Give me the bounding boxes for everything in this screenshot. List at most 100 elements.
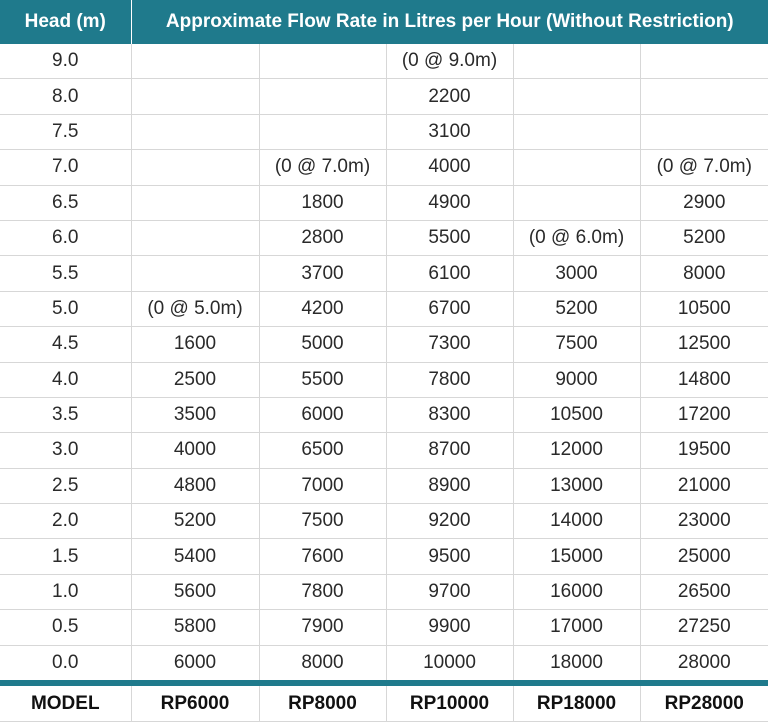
head-cell: 6.5 xyxy=(0,185,132,221)
flow-rate-cell: 12500 xyxy=(640,326,769,363)
flow-rate-cell: 26500 xyxy=(640,574,769,611)
table-row: 4.0 2500 5500 7800 9000 14800 xyxy=(0,362,769,398)
flow-rate-cell: 5800 xyxy=(131,609,260,646)
flow-rate-cell: 9500 xyxy=(386,538,514,575)
flow-rate-cell: (0 @ 7.0m) xyxy=(259,149,387,186)
flow-rate-cell: 16000 xyxy=(513,574,641,611)
flow-rate-cell: 6000 xyxy=(259,397,387,434)
flow-rate-cell xyxy=(131,114,260,151)
flow-rate-cell: 7800 xyxy=(386,362,514,398)
model-row: MODEL RP6000 RP8000 RP10000 RP18000 RP28… xyxy=(0,686,768,722)
flow-rate-cell xyxy=(259,44,387,80)
flow-rate-cell: 5400 xyxy=(131,538,260,575)
table-header-row: Head (m) Approximate Flow Rate in Litres… xyxy=(0,0,769,44)
table-row: 7.5 3100 xyxy=(0,114,769,151)
head-cell: 1.0 xyxy=(0,574,132,611)
table-row: 0.0 6000 8000 10000 18000 28000 xyxy=(0,645,768,681)
flow-rate-cell: 4000 xyxy=(386,149,514,186)
flow-rate-cell: 9900 xyxy=(386,609,514,646)
flow-rate-cell: 14000 xyxy=(513,503,641,540)
flow-rate-cell: 6500 xyxy=(259,432,387,469)
flow-rate-cell: 5200 xyxy=(640,220,769,257)
flow-rate-cell: 23000 xyxy=(640,503,769,540)
flow-rate-cell xyxy=(259,78,387,115)
table-row: 3.0 4000 6500 8700 12000 19500 xyxy=(0,432,769,469)
head-cell: 2.5 xyxy=(0,468,132,505)
head-cell: 2.0 xyxy=(0,503,132,540)
flow-rate-cell xyxy=(131,255,260,292)
table-row: 8.0 2200 xyxy=(0,78,769,115)
head-cell: 5.0 xyxy=(0,291,132,328)
flow-rate-cell: 8000 xyxy=(640,255,769,292)
model-name: RP18000 xyxy=(513,686,641,722)
table-row: 0.5 5800 7900 9900 17000 27250 xyxy=(0,609,769,646)
model-footer: MODEL RP6000 RP8000 RP10000 RP18000 RP28… xyxy=(0,680,768,722)
model-label: MODEL xyxy=(0,686,132,722)
flow-rate-cell xyxy=(513,149,641,186)
flow-rate-cell: 5200 xyxy=(131,503,260,540)
table-row: 3.5 3500 6000 8300 10500 17200 xyxy=(0,397,769,434)
head-cell: 5.5 xyxy=(0,255,132,292)
table-row: 6.5 1800 4900 2900 xyxy=(0,185,769,221)
flow-rate-cell: (0 @ 9.0m) xyxy=(386,44,514,80)
flow-rate-cell: 4000 xyxy=(131,432,260,469)
flow-rate-cell: 2900 xyxy=(640,185,769,221)
head-cell: 0.5 xyxy=(0,609,132,646)
flow-rate-cell xyxy=(131,44,260,80)
flow-rate-cell: 9200 xyxy=(386,503,514,540)
flow-rate-cell xyxy=(640,44,769,80)
flow-rate-cell: (0 @ 5.0m) xyxy=(131,291,260,328)
flow-rate-cell: 19500 xyxy=(640,432,769,469)
head-cell: 8.0 xyxy=(0,78,132,115)
flow-rate-cell: 18000 xyxy=(513,645,641,681)
flow-rate-cell: 28000 xyxy=(677,651,731,673)
flow-rate-cell xyxy=(513,185,641,221)
flow-rate-cell: 8700 xyxy=(386,432,514,469)
flow-rate-cell xyxy=(640,78,769,115)
flow-rate-cell: 3700 xyxy=(259,255,387,292)
model-name: RP8000 xyxy=(259,686,387,722)
table-row: 1.0 5600 7800 9700 16000 26500 xyxy=(0,574,769,611)
flow-rate-cell: 12000 xyxy=(513,432,641,469)
flow-rate-cell: 5500 xyxy=(259,362,387,398)
flow-rate-cell: 1600 xyxy=(131,326,260,363)
head-cell: 6.0 xyxy=(0,220,132,257)
head-cell: 7.5 xyxy=(0,114,132,151)
flow-rate-cell xyxy=(131,78,260,115)
head-cell: 7.0 xyxy=(0,149,132,186)
flow-rate-cell: 9700 xyxy=(386,574,514,611)
flow-rate-cell: 2800 xyxy=(259,220,387,257)
flow-rate-cell xyxy=(513,44,641,80)
model-name: RP10000 xyxy=(386,686,514,722)
flow-rate-cell: (0 @ 7.0m) xyxy=(640,149,769,186)
flow-rate-cell: 21000 xyxy=(640,468,769,505)
flow-rate-cell: 17200 xyxy=(640,397,769,434)
flow-rate-cell: 3100 xyxy=(386,114,514,151)
flow-rate-cell xyxy=(513,114,641,151)
table-body: 9.0 (0 @ 9.0m) 8.0 2200 7.5 3100 7.0 (0 @ 7.0m)… xyxy=(0,44,769,681)
flow-rate-cell: 1800 xyxy=(259,185,387,221)
table-row: 5.0 (0 @ 5.0m) 4200 6700 5200 10500 xyxy=(0,291,769,328)
flow-rate-cell: 4900 xyxy=(386,185,514,221)
flow-rate-cell: 3500 xyxy=(131,397,260,434)
flow-rate-cell xyxy=(513,78,641,115)
flow-rate-cell: 3000 xyxy=(513,255,641,292)
flow-rate-cell: 7500 xyxy=(259,503,387,540)
table-row: 2.5 4800 7000 8900 13000 21000 xyxy=(0,468,769,505)
head-cell: 4.5 xyxy=(0,326,132,363)
table-row: 5.5 3700 6100 3000 8000 xyxy=(0,255,769,292)
flow-rate-cell: 25000 xyxy=(640,538,769,575)
table-row: 1.5 5400 7600 9500 15000 25000 xyxy=(0,538,769,575)
flow-rate-cell xyxy=(640,114,769,151)
flow-rate-cell: 5200 xyxy=(513,291,641,328)
flow-rate-cell: 5600 xyxy=(131,574,260,611)
flow-rate-cell: 15000 xyxy=(513,538,641,575)
head-cell: 9.0 xyxy=(0,44,132,80)
model-footer-table: MODEL RP6000 RP8000 RP10000 RP18000 RP28… xyxy=(0,686,768,722)
flow-rate-cell xyxy=(131,149,260,186)
flow-rate-cell: 5500 xyxy=(386,220,514,257)
table-row: 6.0 2800 5500 (0 @ 6.0m) 5200 xyxy=(0,220,769,257)
flow-rate-cell: 6100 xyxy=(386,255,514,292)
flow-rate-cell: 4200 xyxy=(259,291,387,328)
